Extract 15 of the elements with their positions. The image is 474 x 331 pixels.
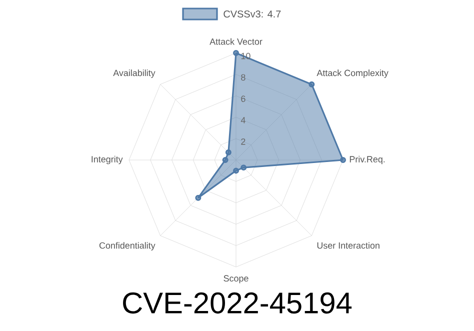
y-tick-label: 6 [241,96,246,102]
legend-label: CVSSv3: 4.7 [224,10,281,18]
spoke-label: Availability [113,70,156,78]
spoke-label: Scope [224,275,248,284]
spoke-label: Priv.Req. [350,156,385,164]
spoke-label: Confidentiality [99,242,156,250]
spoke-label: Integrity [92,156,123,164]
text: CVE-2022-45194 [123,292,352,314]
spoke-label: Attack Complexity [316,70,388,78]
spoke-label: User Interaction [317,242,380,249]
spoke-label: Attack Vector [210,38,262,45]
y-tick-label: 2 [241,138,246,145]
y-tick-label: 4 [240,117,246,124]
y-tick-label: 8 [241,74,246,81]
y-tick-label: 10 [241,52,250,60]
